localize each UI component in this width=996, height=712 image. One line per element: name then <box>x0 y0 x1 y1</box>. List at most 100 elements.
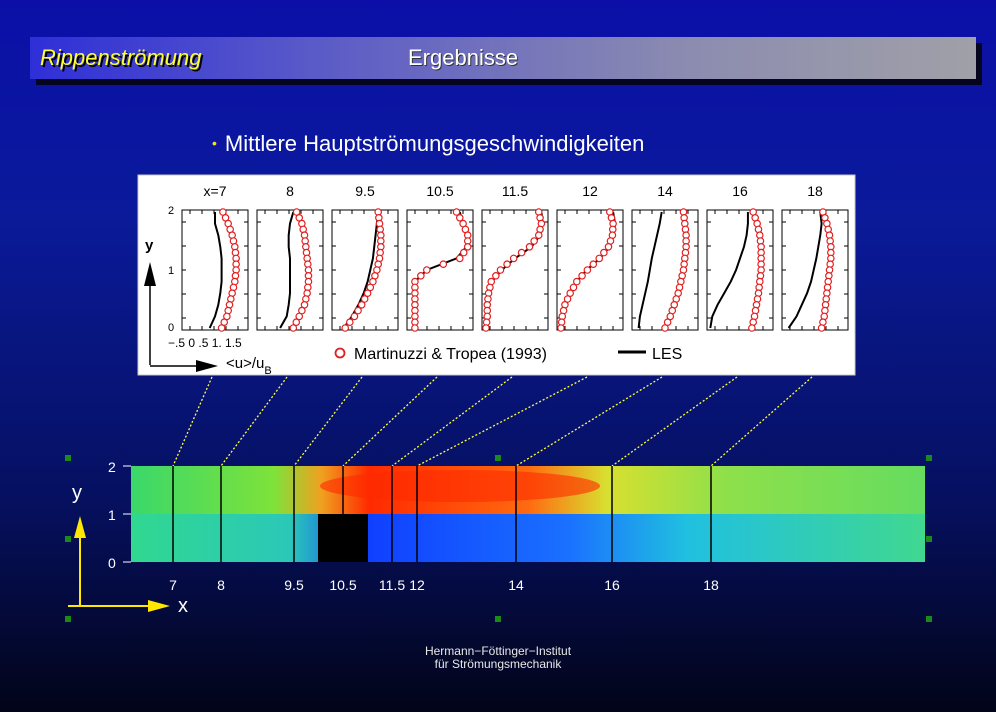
bullet-icon: • <box>212 135 217 151</box>
station-label: 8 <box>286 183 294 199</box>
experiment-point <box>604 243 613 251</box>
les-profile <box>709 212 749 329</box>
station-label: 10.5 <box>426 183 453 199</box>
les-profile <box>208 212 223 329</box>
experiment-point <box>295 312 304 321</box>
connector-line <box>391 376 513 467</box>
profile-x-label: <u>/uB <box>226 355 272 377</box>
connector-line <box>172 376 213 467</box>
experiment-point <box>534 231 543 240</box>
experiment-point <box>589 260 598 269</box>
experiment-point <box>661 324 669 332</box>
profile-panel: x=7 8 9.5 10.5 11.5 12 14 16 18 y 2 1 0 −.5 0 .5… <box>137 174 856 377</box>
experiment-point <box>509 254 518 263</box>
connector-line <box>611 376 738 467</box>
connector-line <box>293 376 363 467</box>
experiment-point <box>422 266 431 274</box>
footer-department: für Strömungsmechanik <box>434 657 562 671</box>
station-label: x=7 <box>204 183 227 199</box>
profile-box <box>331 209 399 331</box>
legend-les-label: LES <box>652 346 682 363</box>
experiment-point <box>363 289 372 298</box>
domain-station-label: 8 <box>217 577 225 593</box>
footer: Hermann−Föttinger−Institut für Strömungs… <box>0 645 996 671</box>
experiment-point <box>578 271 586 280</box>
domain-y-tick-0: 0 <box>108 555 116 571</box>
handle-icon <box>926 536 932 542</box>
profile-y-tick-0: 0 <box>168 322 174 334</box>
experiment-point <box>452 208 461 216</box>
handle-icon <box>65 536 71 542</box>
handle-icon <box>495 616 501 622</box>
station-label: 18 <box>807 183 823 199</box>
experiment-point <box>595 254 604 263</box>
connector-line <box>416 376 588 467</box>
experiment-point <box>341 324 350 332</box>
connector-line <box>342 376 438 467</box>
les-profile <box>279 211 295 329</box>
connector-lines <box>172 376 813 467</box>
domain-x-label: x <box>178 595 188 617</box>
experiment-point <box>217 324 226 332</box>
domain-station-label: 10.5 <box>329 577 356 593</box>
domain-station-label: 11.5 <box>379 577 405 593</box>
connector-line <box>515 376 663 467</box>
station-label: 9.5 <box>355 183 375 199</box>
handle-icon <box>926 455 932 461</box>
experiment-point <box>459 248 468 257</box>
experiment-point <box>600 248 608 257</box>
station-label: 11.5 <box>502 183 528 199</box>
footer-institute: Hermann−Föttinger−Institut <box>424 644 572 658</box>
domain-y-label: y <box>72 482 82 504</box>
domain-station-label: 12 <box>409 577 425 593</box>
experiment-point <box>817 324 826 332</box>
domain-x-arrow-icon <box>148 600 170 612</box>
experiment-point <box>360 295 369 303</box>
slide-title: Ergebnisse <box>408 45 519 70</box>
profile-x-arrow-icon <box>196 360 218 372</box>
domain-y-tick-1: 1 <box>108 507 116 523</box>
experiment-point <box>503 260 511 269</box>
handle-icon <box>65 455 71 461</box>
legend-experiment-icon <box>334 347 346 359</box>
slide-topic: Rippenströmung <box>40 45 202 70</box>
experiment-point <box>357 300 366 309</box>
experiment-point <box>517 248 526 257</box>
experiment-point <box>346 318 354 327</box>
experiment-point <box>439 260 448 269</box>
les-profile <box>787 211 823 329</box>
experiment-point <box>482 324 490 332</box>
profile-y-tick-1: 1 <box>168 265 174 277</box>
domain-station-label: 14 <box>508 577 524 593</box>
station-label: 12 <box>582 183 598 199</box>
experiment-point <box>557 324 565 332</box>
contour-shear-layer <box>320 470 600 502</box>
experiment-point <box>496 266 505 274</box>
profile-y-tick-2: 2 <box>168 205 174 217</box>
domain-station-label: 16 <box>604 577 620 593</box>
station-label: 14 <box>657 183 673 199</box>
experiment-point <box>350 312 359 321</box>
domain-y-arrow-icon <box>74 516 86 538</box>
experiment-point <box>455 254 464 263</box>
title-bar: Rippenströmung Ergebnisse <box>30 37 976 79</box>
experiment-point <box>530 237 538 245</box>
station-label: 16 <box>732 183 748 199</box>
profile-y-arrow-icon <box>144 262 156 286</box>
experiment-point <box>583 266 592 274</box>
handle-icon <box>926 616 932 622</box>
domain-y-tick-2: 2 <box>108 459 116 475</box>
connector-line <box>710 376 813 467</box>
experiment-point <box>525 243 534 251</box>
handle-icon <box>65 616 71 622</box>
profile-box <box>781 209 849 331</box>
experiment-point <box>417 271 425 280</box>
connector-line <box>220 376 288 467</box>
bullet-point: • Mittlere Hauptströmungsgeschwindigkeite… <box>212 131 644 157</box>
handle-icon <box>495 455 501 461</box>
legend-experiment-label: Martinuzzi & Tropea (1993) <box>354 346 547 363</box>
experiment-point <box>569 283 578 292</box>
bullet-text: Mittlere Hauptströmungsgeschwindigkeiten <box>224 131 645 156</box>
profile-x-ticks: −.5 0 .5 1. 1.5 <box>168 336 242 350</box>
